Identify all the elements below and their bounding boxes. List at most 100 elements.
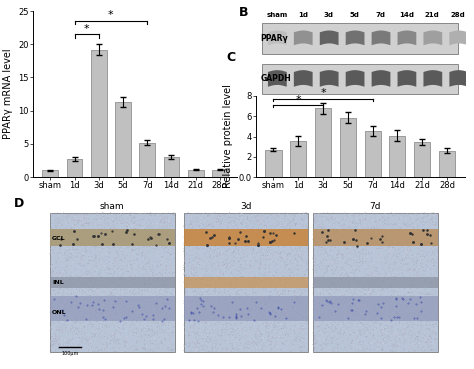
Point bbox=[236, 297, 243, 303]
Point bbox=[264, 330, 272, 335]
Point bbox=[365, 281, 373, 287]
Point bbox=[287, 281, 295, 287]
Point bbox=[377, 315, 384, 321]
Point bbox=[430, 322, 438, 328]
Point bbox=[319, 214, 326, 220]
Point bbox=[310, 328, 318, 334]
Point bbox=[280, 232, 287, 238]
Point bbox=[428, 284, 436, 290]
Point bbox=[254, 250, 262, 256]
Point bbox=[135, 306, 143, 312]
Point bbox=[327, 239, 334, 245]
Point bbox=[118, 218, 126, 224]
Point bbox=[220, 331, 228, 337]
Point bbox=[161, 329, 168, 335]
Point bbox=[283, 242, 290, 248]
Point bbox=[338, 301, 346, 307]
Point bbox=[223, 280, 230, 286]
Point bbox=[200, 292, 207, 298]
Point bbox=[225, 320, 233, 326]
Point bbox=[259, 292, 267, 297]
Point bbox=[71, 215, 78, 221]
Point bbox=[121, 277, 128, 283]
Point bbox=[47, 293, 55, 299]
Point bbox=[263, 325, 271, 331]
Point bbox=[119, 239, 127, 245]
Point bbox=[126, 324, 134, 330]
Point bbox=[412, 241, 420, 247]
Point bbox=[226, 307, 233, 313]
Point bbox=[199, 325, 207, 331]
Point bbox=[296, 296, 303, 302]
Point bbox=[310, 214, 318, 220]
Point bbox=[419, 318, 426, 324]
Point bbox=[367, 346, 375, 352]
Point bbox=[339, 253, 347, 259]
Point bbox=[325, 290, 332, 296]
Point bbox=[181, 349, 189, 355]
Point bbox=[275, 294, 283, 300]
Point bbox=[56, 324, 64, 330]
Point bbox=[405, 266, 413, 272]
Point bbox=[322, 254, 330, 260]
Point bbox=[103, 308, 111, 314]
Point bbox=[166, 303, 173, 309]
Point bbox=[267, 275, 275, 281]
Point bbox=[169, 237, 177, 243]
Point bbox=[125, 212, 132, 218]
Point bbox=[284, 294, 292, 300]
Point bbox=[353, 335, 360, 341]
Point bbox=[59, 312, 66, 318]
Point bbox=[217, 276, 224, 282]
Point bbox=[254, 237, 262, 243]
Point bbox=[358, 306, 365, 312]
Point bbox=[75, 274, 82, 280]
Point bbox=[128, 276, 135, 282]
Point bbox=[342, 214, 349, 220]
Point bbox=[209, 245, 216, 251]
Point bbox=[79, 267, 87, 273]
Point bbox=[96, 255, 104, 261]
Point bbox=[273, 318, 280, 324]
Point bbox=[277, 282, 285, 288]
Point bbox=[343, 252, 350, 258]
Point bbox=[216, 327, 223, 333]
Point bbox=[146, 334, 153, 340]
Point bbox=[432, 248, 440, 254]
Point bbox=[94, 345, 101, 351]
Point bbox=[71, 320, 79, 326]
Point bbox=[83, 220, 91, 226]
Point bbox=[298, 299, 305, 305]
Point bbox=[149, 221, 156, 227]
Point bbox=[209, 241, 217, 247]
Point bbox=[57, 227, 64, 232]
Point bbox=[397, 276, 404, 282]
Point bbox=[92, 292, 100, 297]
Point bbox=[219, 322, 227, 328]
Point bbox=[257, 293, 265, 299]
Point bbox=[152, 230, 159, 236]
Point bbox=[186, 298, 193, 304]
Point bbox=[321, 255, 329, 261]
Point bbox=[340, 217, 347, 223]
Point bbox=[235, 311, 243, 317]
Point bbox=[371, 263, 379, 269]
Point bbox=[227, 246, 234, 252]
Point bbox=[285, 289, 292, 294]
Point bbox=[398, 334, 406, 340]
Point bbox=[253, 229, 261, 235]
Point bbox=[86, 321, 93, 327]
Point bbox=[60, 272, 68, 278]
Point bbox=[336, 238, 343, 244]
Point bbox=[324, 234, 332, 239]
Point bbox=[92, 284, 100, 290]
Point bbox=[354, 254, 361, 260]
Point bbox=[391, 300, 398, 306]
Point bbox=[153, 308, 160, 314]
Point bbox=[100, 262, 108, 268]
Point bbox=[246, 307, 254, 313]
Point bbox=[275, 283, 283, 289]
Point bbox=[98, 341, 105, 346]
Point bbox=[201, 320, 209, 325]
Point bbox=[209, 237, 216, 243]
